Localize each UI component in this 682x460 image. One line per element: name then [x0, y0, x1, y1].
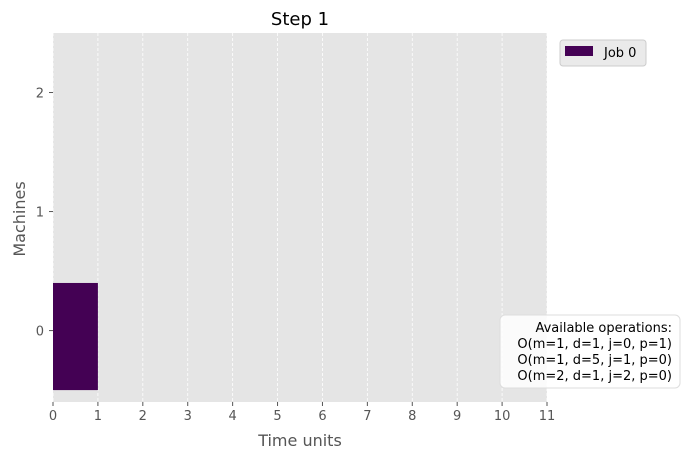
x-tick-label: 7 — [363, 409, 371, 424]
plot-background — [53, 33, 547, 402]
x-axis: 0 1 2 3 4 5 6 7 8 9 10 11 — [49, 402, 555, 424]
x-tick-label: 6 — [318, 409, 326, 424]
x-tick-label: 11 — [539, 409, 556, 424]
annotation-line: O(m=2, d=1, j=2, p=0) — [517, 369, 672, 384]
gantt-bars — [53, 282, 98, 391]
x-tick-label: 0 — [49, 409, 57, 424]
x-tick-label: 1 — [94, 409, 102, 424]
y-axis: 0 1 2 — [36, 87, 53, 340]
y-tick-label: 0 — [36, 325, 44, 340]
x-tick-label: 5 — [273, 409, 281, 424]
x-tick-label: 3 — [184, 409, 192, 424]
gantt-bar — [53, 282, 98, 391]
x-tick-label: 9 — [453, 409, 461, 424]
legend-label-job-0: Job 0 — [603, 46, 636, 61]
annotation-box — [499, 314, 681, 389]
x-tick-label: 2 — [139, 409, 147, 424]
x-axis-label: Time units — [257, 431, 342, 450]
annotation-title: Available operations: — [535, 321, 672, 336]
annotation-line: O(m=1, d=1, j=0, p=1) — [517, 337, 672, 352]
y-tick-label: 2 — [36, 87, 44, 102]
y-axis-label: Machines — [10, 181, 29, 256]
available-operations-box: Available operations: O(m=1, d=1, j=0, p… — [499, 314, 681, 389]
legend-swatch-job-0 — [565, 46, 593, 56]
x-tick-label: 8 — [408, 409, 416, 424]
x-tick-label: 10 — [494, 409, 511, 424]
x-tick-label: 4 — [228, 409, 236, 424]
chart-title: Step 1 — [271, 9, 329, 30]
legend: Job 0 — [559, 39, 647, 67]
annotation-line: O(m=1, d=5, j=1, p=0) — [517, 353, 672, 368]
y-tick-label: 1 — [36, 206, 44, 221]
